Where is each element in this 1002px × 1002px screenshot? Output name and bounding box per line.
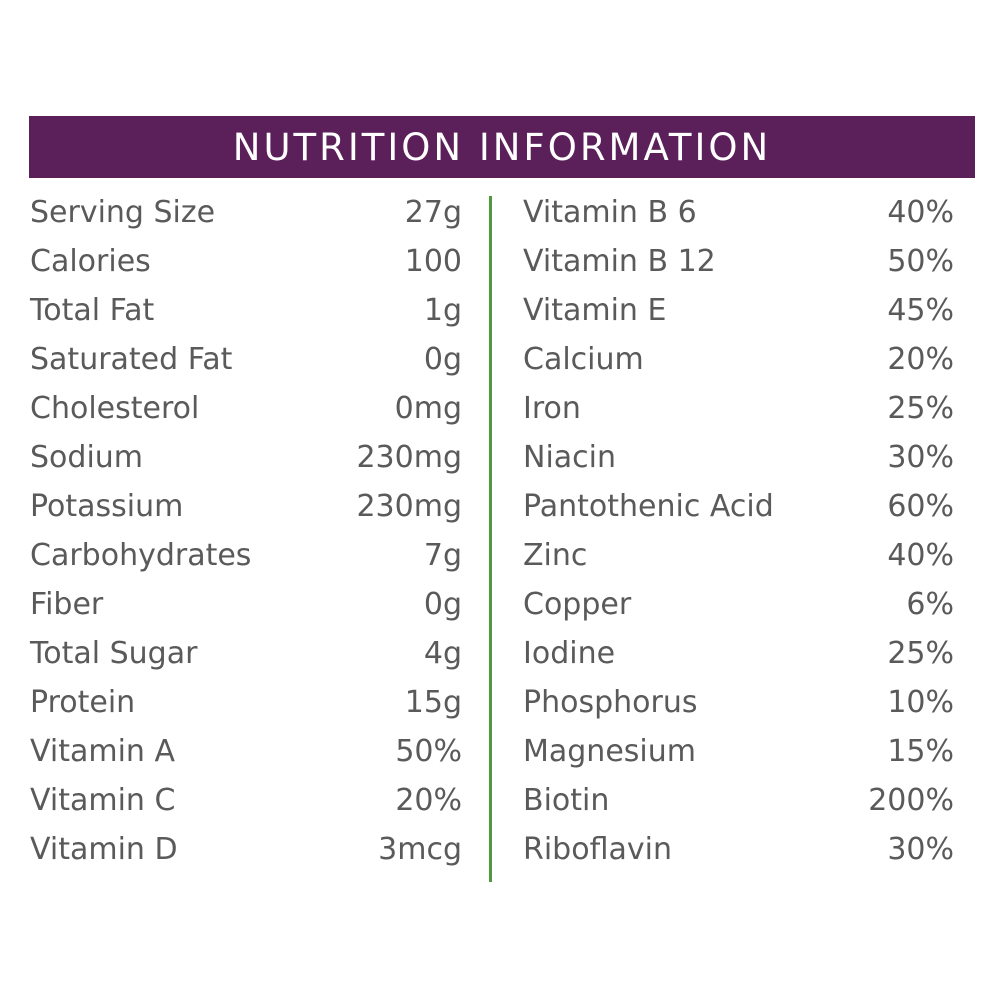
nutrient-value: 7g (423, 538, 462, 573)
nutrient-label: Copper (523, 587, 632, 622)
nutrient-value: 15% (887, 734, 954, 769)
nutrient-value: 230mg (356, 440, 462, 475)
column-divider (489, 196, 492, 882)
nutrient-label: Riboflavin (523, 832, 672, 867)
nutrient-label: Vitamin D (30, 832, 178, 867)
nutrient-value: 40% (887, 538, 954, 573)
nutrient-value: 100 (404, 244, 462, 279)
nutrient-value: 1g (423, 293, 462, 328)
nutrient-label: Iron (523, 391, 581, 426)
nutrient-row: Riboflavin 30% (523, 825, 954, 874)
nutrient-label: Sodium (30, 440, 144, 475)
nutrient-row: Saturated Fat 0g (30, 335, 462, 384)
nutrient-label: Pantothenic Acid (523, 489, 774, 524)
nutrient-value: 200% (868, 783, 954, 818)
nutrient-label: Saturated Fat (30, 342, 233, 377)
nutrient-label: Calcium (523, 342, 644, 377)
nutrient-row: Serving Size 27g (30, 188, 462, 237)
nutrient-row: Total Sugar 4g (30, 629, 462, 678)
nutrient-row: Zinc 40% (523, 531, 954, 580)
nutrient-value: 3mcg (378, 832, 462, 867)
nutrient-value: 60% (887, 489, 954, 524)
nutrient-value: 20% (887, 342, 954, 377)
nutrient-label: Protein (30, 685, 136, 720)
nutrient-row: Copper 6% (523, 580, 954, 629)
nutrient-row: Vitamin E 45% (523, 286, 954, 335)
nutrient-value: 10% (887, 685, 954, 720)
nutrient-label: Vitamin A (30, 734, 175, 769)
nutrient-label: Cholesterol (30, 391, 200, 426)
nutrient-value: 0g (423, 587, 462, 622)
nutrient-label: Fiber (30, 587, 104, 622)
nutrient-label: Potassium (30, 489, 184, 524)
nutrient-label: Phosphorus (523, 685, 698, 720)
nutrient-row: Potassium 230mg (30, 482, 462, 531)
nutrient-value: 40% (887, 195, 954, 230)
nutrient-value: 0g (423, 342, 462, 377)
nutrient-label: Serving Size (30, 195, 216, 230)
nutrient-row: Niacin 30% (523, 433, 954, 482)
nutrient-label: Iodine (523, 636, 616, 671)
nutrient-value: 6% (906, 587, 954, 622)
nutrient-label: Total Sugar (30, 636, 198, 671)
right-nutrient-list: Vitamin B 6 40% Vitamin B 12 50% Vitamin E 45… (523, 188, 954, 874)
left-nutrient-list: Serving Size 27g Calories 100 Total Fat 1g Sat… (30, 188, 462, 874)
nutrient-label: Vitamin C (30, 783, 176, 818)
nutrient-value: 50% (887, 244, 954, 279)
nutrient-row: Fiber 0g (30, 580, 462, 629)
nutrient-label: Total Fat (30, 293, 155, 328)
nutrient-row: Iron 25% (523, 384, 954, 433)
nutrient-row: Carbohydrates 7g (30, 531, 462, 580)
nutrient-value: 30% (887, 440, 954, 475)
nutrient-label: Zinc (523, 538, 588, 573)
nutrient-row: Magnesium 15% (523, 727, 954, 776)
nutrient-row: Vitamin B 12 50% (523, 237, 954, 286)
nutrient-value: 30% (887, 832, 954, 867)
nutrient-value: 230mg (356, 489, 462, 524)
nutrient-value: 50% (395, 734, 462, 769)
nutrient-label: Vitamin B 6 (523, 195, 697, 230)
nutrient-row: Pantothenic Acid 60% (523, 482, 954, 531)
nutrient-value: 25% (887, 391, 954, 426)
nutrient-label: Calories (30, 244, 151, 279)
nutrient-value: 15g (404, 685, 462, 720)
nutrient-label: Vitamin E (523, 293, 667, 328)
nutrient-row: Calcium 20% (523, 335, 954, 384)
nutrient-value: 45% (887, 293, 954, 328)
nutrient-row: Biotin 200% (523, 776, 954, 825)
nutrient-row: Protein 15g (30, 678, 462, 727)
nutrient-row: Total Fat 1g (30, 286, 462, 335)
nutrient-value: 25% (887, 636, 954, 671)
nutrient-label: Magnesium (523, 734, 696, 769)
nutrient-value: 4g (423, 636, 462, 671)
nutrient-row: Vitamin B 6 40% (523, 188, 954, 237)
nutrient-row: Calories 100 (30, 237, 462, 286)
nutrient-row: Vitamin A 50% (30, 727, 462, 776)
nutrient-row: Iodine 25% (523, 629, 954, 678)
nutrient-row: Cholesterol 0mg (30, 384, 462, 433)
nutrient-label: Carbohydrates (30, 538, 252, 573)
nutrient-label: Biotin (523, 783, 610, 818)
nutrient-row: Sodium 230mg (30, 433, 462, 482)
nutrient-value: 20% (395, 783, 462, 818)
nutrient-label: Niacin (523, 440, 617, 475)
nutrient-value: 0mg (394, 391, 462, 426)
page-title: NUTRITION INFORMATION (232, 125, 772, 169)
nutrient-row: Phosphorus 10% (523, 678, 954, 727)
nutrition-header: NUTRITION INFORMATION (29, 116, 975, 178)
nutrient-row: Vitamin C 20% (30, 776, 462, 825)
nutrient-value: 27g (404, 195, 462, 230)
nutrient-row: Vitamin D 3mcg (30, 825, 462, 874)
nutrient-label: Vitamin B 12 (523, 244, 716, 279)
